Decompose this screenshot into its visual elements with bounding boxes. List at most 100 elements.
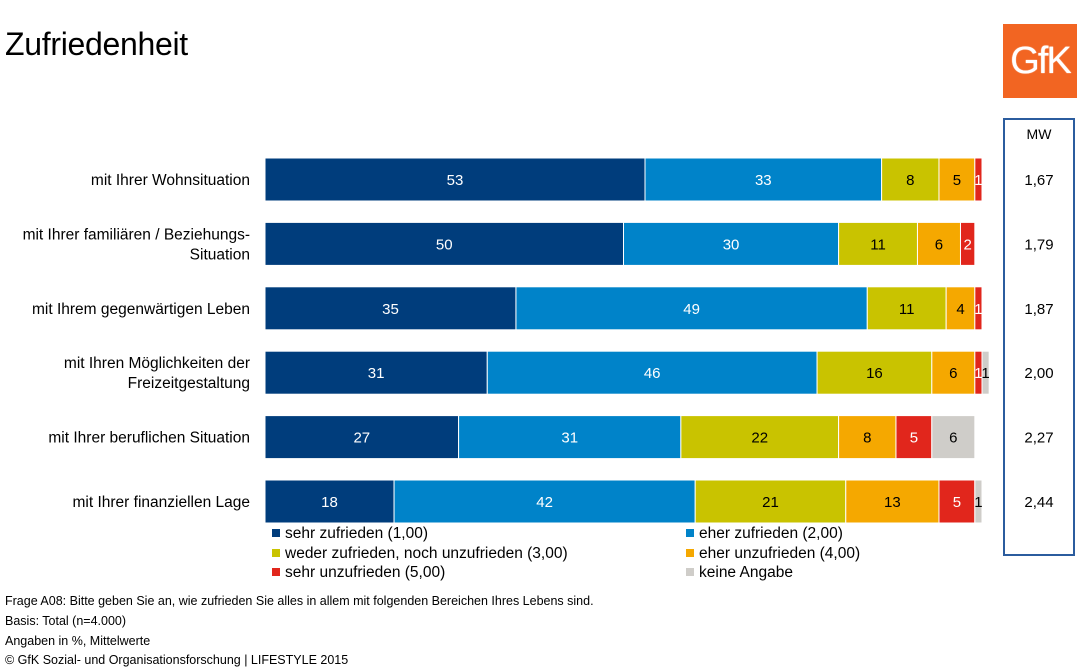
data-label: 8 bbox=[906, 172, 914, 189]
data-label: 5 bbox=[953, 172, 961, 189]
data-label: 6 bbox=[935, 236, 943, 253]
category-label: Situation bbox=[190, 246, 250, 263]
mean-value: 2,27 bbox=[1024, 430, 1053, 447]
data-label: 13 bbox=[884, 494, 901, 511]
legend-label: sehr unzufrieden (5,00) bbox=[285, 564, 446, 581]
bar-segment bbox=[881, 157, 940, 202]
footnotes: Frage A08: Bitte geben Sie an, wie zufri… bbox=[5, 592, 594, 671]
legend-item: eher unzufrieden (4,00) bbox=[686, 544, 860, 564]
legend-item: keine Angabe bbox=[686, 563, 793, 583]
data-label: 6 bbox=[949, 365, 957, 382]
bar-segment bbox=[838, 415, 897, 460]
data-label: 49 bbox=[683, 301, 700, 318]
data-label: 16 bbox=[866, 365, 883, 382]
legend-swatch bbox=[272, 548, 280, 557]
data-label: 6 bbox=[949, 430, 957, 447]
mean-values-box: MW bbox=[1003, 118, 1075, 556]
bar-segment bbox=[931, 350, 976, 395]
data-label: 46 bbox=[644, 365, 661, 382]
legend-item: eher zufrieden (2,00) bbox=[686, 524, 843, 544]
logo-text: GfK bbox=[1010, 39, 1071, 82]
bar-segment bbox=[264, 479, 395, 524]
bar-segment bbox=[974, 157, 983, 202]
data-label: 21 bbox=[762, 494, 779, 511]
data-label: 53 bbox=[447, 172, 464, 189]
data-label: 2 bbox=[963, 236, 971, 253]
legend-label: eher unzufrieden (4,00) bbox=[699, 544, 861, 562]
data-label: 30 bbox=[723, 236, 740, 253]
data-label: 11 bbox=[870, 236, 886, 253]
legend-swatch bbox=[686, 529, 694, 537]
legend-swatch bbox=[686, 568, 694, 576]
category-label: mit Ihrer Wohnsituation bbox=[91, 172, 250, 189]
legend-item: sehr unzufrieden (5,00) bbox=[272, 563, 445, 583]
bar-segment bbox=[816, 350, 933, 395]
legend-swatch bbox=[686, 548, 694, 557]
footnote-copyright: © GfK Sozial- und Organisationsforschung… bbox=[5, 653, 349, 668]
legend-label: eher zufrieden (2,00) bbox=[699, 525, 843, 542]
bar-segment bbox=[866, 286, 947, 331]
category-label: mit Ihrer beruflichen Situation bbox=[48, 430, 250, 447]
footnote-units: Angaben in %, Mittelwerte bbox=[5, 633, 151, 648]
bar-segment bbox=[938, 157, 976, 202]
data-label: 31 bbox=[561, 430, 578, 447]
bar-segment bbox=[981, 350, 990, 395]
data-label: 1 bbox=[974, 494, 982, 511]
legend-label: weder zufrieden, noch unzufrieden (3,00) bbox=[285, 544, 568, 562]
legend-label: sehr zufrieden (1,00) bbox=[285, 525, 429, 542]
data-label: 11 bbox=[899, 301, 915, 318]
mean-value: 2,44 bbox=[1024, 494, 1053, 511]
bar-segment bbox=[895, 415, 933, 460]
bar-segment bbox=[644, 157, 883, 202]
bar-segment bbox=[959, 221, 976, 266]
bar-segment bbox=[931, 415, 976, 460]
bar-segment bbox=[264, 286, 517, 331]
data-label: 50 bbox=[436, 236, 453, 253]
bar-segment bbox=[945, 286, 976, 331]
bar-segment bbox=[938, 479, 976, 524]
bar-segment bbox=[486, 350, 818, 395]
bar-segment bbox=[974, 286, 983, 331]
data-label: 22 bbox=[751, 430, 768, 447]
mean-header: MW bbox=[1026, 126, 1052, 142]
bar-segment bbox=[264, 350, 488, 395]
bar-segment bbox=[264, 157, 646, 202]
bar-segment bbox=[458, 415, 682, 460]
legend-item: sehr zufrieden (1,00) bbox=[272, 524, 428, 544]
category-label: Freizeitgestaltung bbox=[128, 375, 250, 392]
category-label: mit Ihren Möglichkeiten der bbox=[64, 355, 250, 372]
data-label: 35 bbox=[382, 301, 399, 318]
bar-segment bbox=[393, 479, 696, 524]
data-label: 18 bbox=[321, 494, 338, 511]
bar-segment bbox=[694, 479, 847, 524]
mean-value: 1,67 bbox=[1024, 172, 1053, 189]
category-label: mit Ihrer finanziellen Lage bbox=[73, 494, 251, 511]
footnote-basis: Basis: Total (n=4.000) bbox=[5, 613, 127, 628]
legend-label: keine Angabe bbox=[699, 564, 793, 581]
gfk-logo: GfK bbox=[1003, 24, 1077, 98]
data-label: 1 bbox=[981, 365, 989, 382]
data-label: 4 bbox=[956, 301, 964, 318]
data-label: 5 bbox=[910, 430, 918, 447]
data-label: 1 bbox=[974, 172, 982, 189]
data-label: 42 bbox=[536, 494, 553, 511]
data-label: 33 bbox=[755, 172, 772, 189]
data-label: 8 bbox=[863, 430, 871, 447]
data-label: 5 bbox=[953, 494, 961, 511]
legend-swatch bbox=[272, 529, 280, 537]
data-label: 1 bbox=[974, 301, 982, 318]
bar-segment bbox=[974, 479, 983, 524]
bar-segment bbox=[264, 221, 624, 266]
category-label: mit Ihrer familiären / Beziehungs- bbox=[23, 226, 250, 243]
data-label: 1 bbox=[974, 365, 982, 382]
bar-segment bbox=[515, 286, 868, 331]
footnote-question: Frage A08: Bitte geben Sie an, wie zufri… bbox=[5, 594, 594, 608]
mean-value: 1,87 bbox=[1024, 301, 1053, 318]
data-label: 27 bbox=[353, 430, 370, 447]
data-label: 31 bbox=[368, 365, 385, 382]
mean-value: 1,79 bbox=[1024, 236, 1053, 253]
bar-segment bbox=[838, 221, 918, 266]
page-title: Zufriedenheit bbox=[5, 26, 188, 62]
mean-value: 2,00 bbox=[1024, 365, 1053, 382]
